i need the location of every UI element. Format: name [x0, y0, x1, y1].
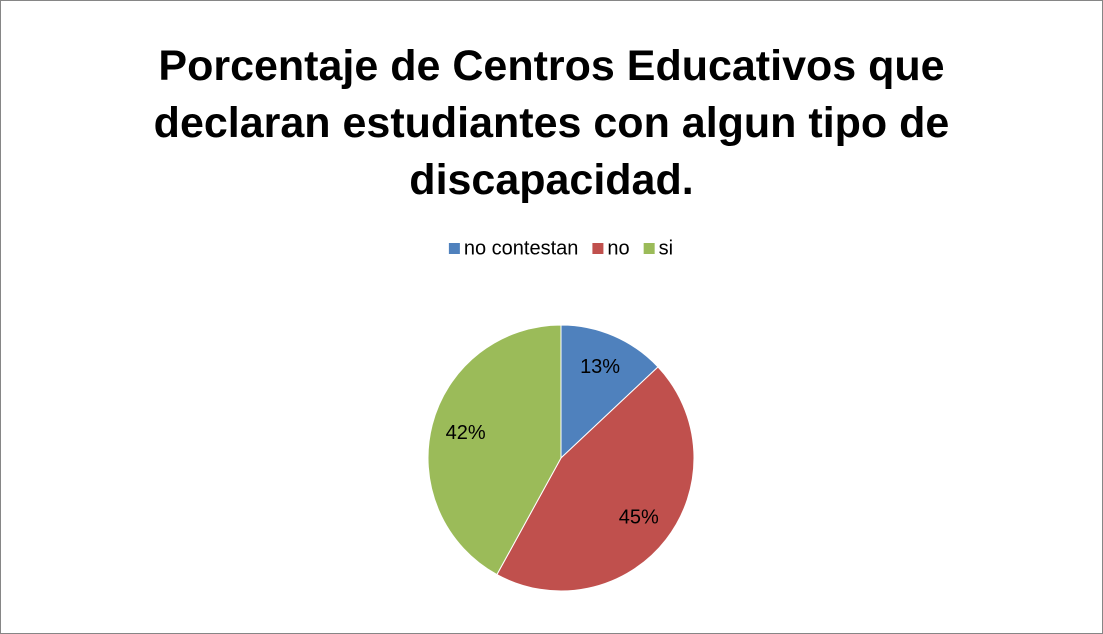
pie-slice — [427, 324, 562, 576]
pie-slice — [496, 366, 695, 592]
data-label: 13% — [580, 356, 620, 378]
data-label: 45% — [619, 507, 659, 529]
legend-label: no contestan — [464, 237, 579, 259]
chart-title: Porcentaje de Centros Educativos que dec… — [153, 42, 950, 204]
legend: no contestan no si — [448, 237, 673, 259]
pie-slice — [560, 324, 659, 460]
legend-label: si — [659, 237, 673, 259]
legend-swatch — [592, 243, 604, 254]
data-label: 42% — [446, 422, 486, 444]
legend-label: no — [607, 237, 629, 259]
legend-swatch — [448, 243, 460, 254]
legend-swatch — [643, 243, 655, 254]
